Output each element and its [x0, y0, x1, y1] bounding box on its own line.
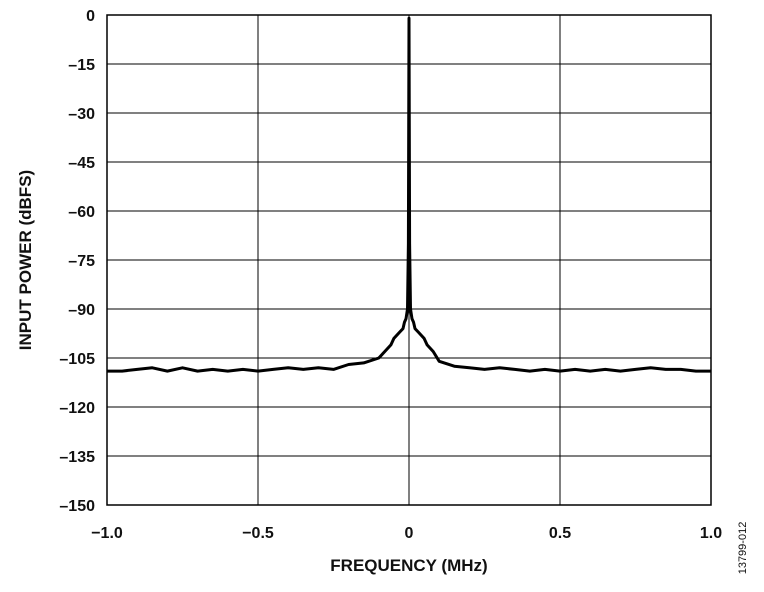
x-tick-label: 0 [405, 525, 414, 542]
x-tick-label: 1.0 [700, 525, 722, 542]
y-axis-label: INPUT POWER (dBFS) [16, 170, 35, 350]
x-tick-label: 0.5 [549, 525, 571, 542]
spectrum-line [107, 16, 711, 373]
x-tick-label: −1.0 [91, 525, 123, 542]
y-tick-label: –90 [68, 302, 95, 319]
x-tick-labels: −1.0 −0.5 0 0.5 1.0 [91, 525, 722, 542]
y-tick-label: –30 [68, 106, 95, 123]
y-tick-label: –135 [59, 449, 95, 466]
x-tick-label: −0.5 [242, 525, 274, 542]
y-tick-label: –105 [59, 351, 95, 368]
figure-id: 13799-012 [737, 522, 749, 575]
y-tick-label: –45 [68, 155, 95, 172]
y-tick-label: –120 [59, 400, 95, 417]
y-tick-label: –15 [68, 57, 95, 74]
plot-frame [106, 14, 712, 506]
y-tick-label: –60 [68, 204, 95, 221]
y-tick-label: –75 [68, 253, 95, 270]
y-tick-labels: 0 –15 –30 –45 –60 –75 –90 –105 –120 –135 –150 [59, 8, 95, 515]
y-tick-label: 0 [86, 8, 95, 25]
x-axis-label: FREQUENCY (MHz) [330, 556, 487, 575]
y-tick-label: –150 [59, 498, 95, 515]
series-layer [107, 16, 711, 373]
